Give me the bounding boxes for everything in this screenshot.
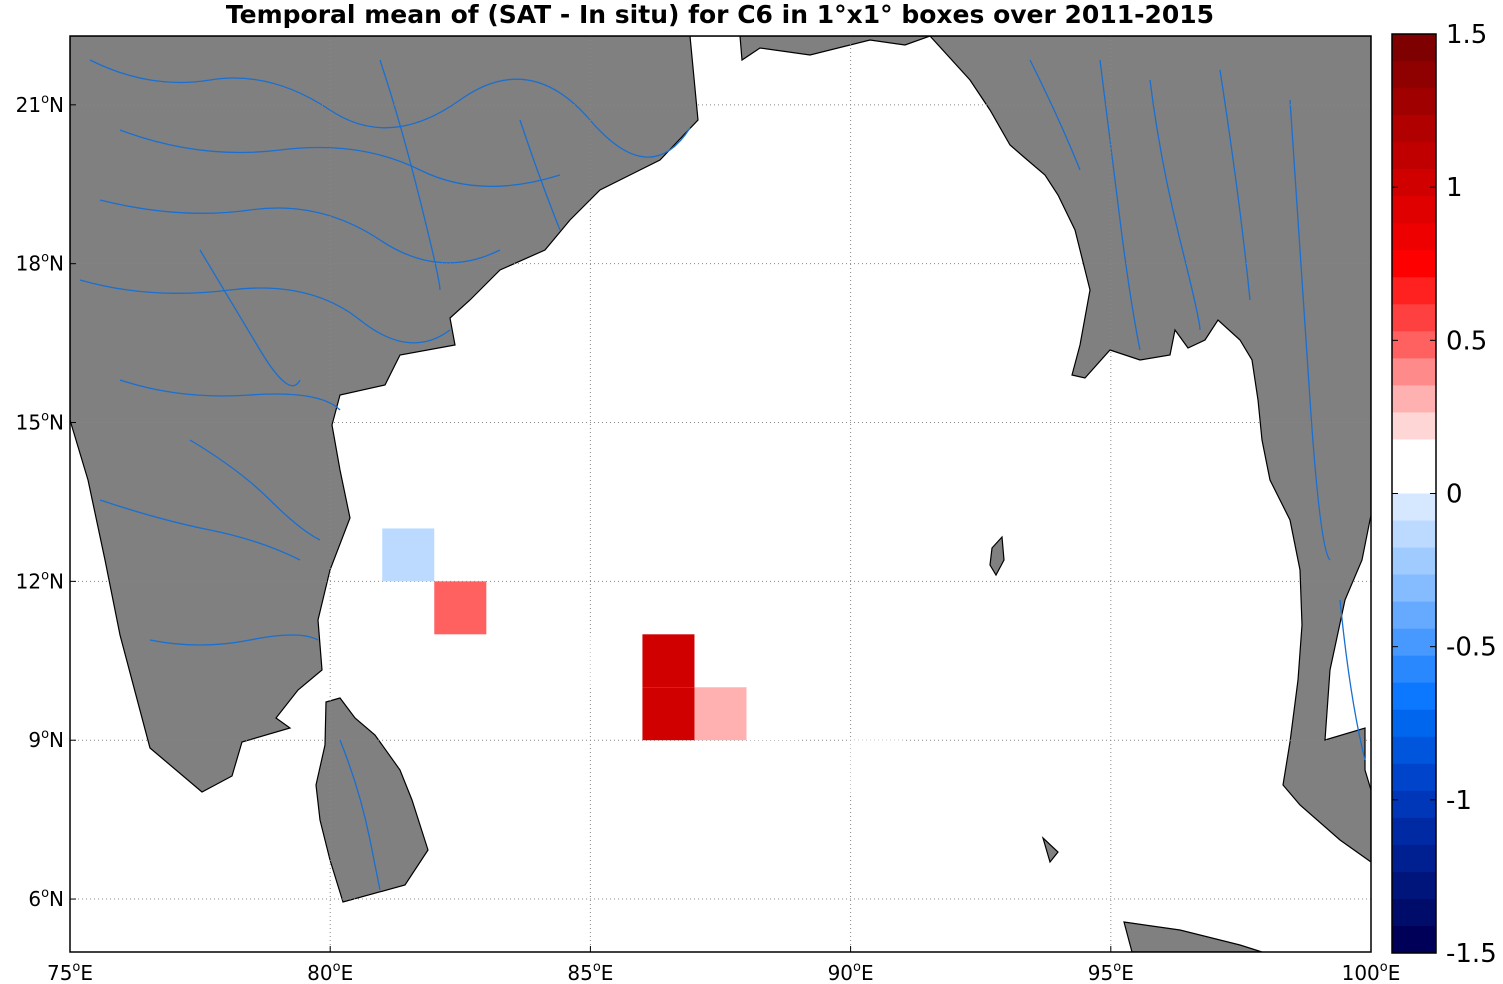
colorbar-swatch bbox=[1392, 817, 1436, 846]
colorbar-swatch bbox=[1392, 493, 1436, 522]
y-tick-label: 6oN bbox=[28, 886, 64, 911]
colorbar-swatch bbox=[1392, 169, 1436, 197]
colorbar-swatch bbox=[1392, 655, 1436, 684]
india-landmass bbox=[70, 36, 931, 793]
nicobar-island bbox=[1041, 836, 1059, 864]
x-axis: 75oE 80oE 85oE 90oE 95oE 100oE bbox=[47, 946, 1400, 984]
y-tick-label: 21oN bbox=[16, 92, 64, 117]
andaman-island bbox=[989, 535, 1005, 577]
heat-cell bbox=[850, 740, 903, 794]
colorbar-swatch bbox=[1392, 682, 1436, 711]
gridlines bbox=[70, 36, 1371, 952]
y-tick-label: 18oN bbox=[16, 251, 64, 276]
y-tick-label: 15oN bbox=[16, 410, 64, 435]
heat-cell bbox=[642, 634, 695, 688]
colorbar-swatch bbox=[1392, 871, 1436, 900]
x-tick-label: 75oE bbox=[47, 960, 93, 984]
data-cells bbox=[382, 528, 903, 794]
colorbar-swatch bbox=[1392, 925, 1436, 954]
colorbar-swatch bbox=[1392, 385, 1436, 413]
colorbar-swatch bbox=[1392, 277, 1436, 305]
colorbar-swatch bbox=[1392, 466, 1436, 494]
sumatra-landmass bbox=[1123, 921, 1263, 952]
colorbar-swatch bbox=[1392, 844, 1436, 873]
colorbar-swatch bbox=[1392, 115, 1436, 143]
colorbar-swatch bbox=[1392, 763, 1436, 792]
heat-cell bbox=[434, 581, 487, 635]
heat-cell bbox=[642, 687, 695, 741]
colorbar-tick-label: 1.5 bbox=[1446, 20, 1487, 50]
colorbar-swatch bbox=[1392, 34, 1436, 62]
colorbar-swatch bbox=[1392, 61, 1436, 89]
colorbar-swatch bbox=[1392, 601, 1436, 630]
y-axis: 6oN 9oN 12oN 15oN 18oN 21oN bbox=[16, 92, 76, 911]
colorbar-swatch bbox=[1392, 358, 1436, 386]
colorbar-tick-label: -1 bbox=[1446, 786, 1472, 816]
y-tick-label: 12oN bbox=[16, 568, 64, 593]
x-tick-label: 100oE bbox=[1342, 960, 1401, 984]
colorbar-swatch bbox=[1392, 223, 1436, 251]
colorbar-swatch bbox=[1392, 88, 1436, 116]
colorbar-swatch bbox=[1392, 331, 1436, 359]
heat-cell bbox=[694, 687, 747, 741]
x-tick-label: 95oE bbox=[1088, 960, 1134, 984]
colorbar-tick-label: 1 bbox=[1446, 173, 1463, 203]
colorbar-swatch bbox=[1392, 196, 1436, 224]
colorbar-swatch bbox=[1392, 628, 1436, 657]
colorbar-swatch bbox=[1392, 520, 1436, 549]
x-tick-label: 85oE bbox=[567, 960, 613, 984]
x-tick-label: 90oE bbox=[828, 960, 874, 984]
colorbar-swatch bbox=[1392, 547, 1436, 576]
myanmar-landmass bbox=[929, 36, 1371, 863]
heat-cell bbox=[590, 634, 643, 688]
map-area bbox=[70, 36, 1371, 952]
colorbar-swatch bbox=[1392, 790, 1436, 819]
colorbar-swatch bbox=[1392, 142, 1436, 170]
colorbar-swatch bbox=[1392, 304, 1436, 332]
colorbar-swatch bbox=[1392, 574, 1436, 603]
chart-title: Temporal mean of (SAT - In situ) for C6 … bbox=[225, 0, 1215, 29]
sri-lanka-landmass bbox=[315, 697, 429, 903]
plot-frame bbox=[69, 35, 1372, 953]
colorbar-swatch bbox=[1392, 412, 1436, 440]
colorbar-swatch bbox=[1392, 250, 1436, 278]
colorbar-swatch bbox=[1392, 439, 1436, 467]
colorbar-tick-label: -0.5 bbox=[1446, 633, 1497, 663]
y-tick-label: 9oN bbox=[28, 727, 64, 752]
colorbar-swatch bbox=[1392, 736, 1436, 765]
colorbar-tick-label: -1.5 bbox=[1446, 939, 1497, 969]
colorbar-ticks: 1.5 1 0.5 0 -0.5 -1 -1.5 bbox=[1392, 20, 1497, 969]
x-tick-label: 80oE bbox=[307, 960, 353, 984]
rivers-layer bbox=[79, 59, 1366, 891]
heat-cell bbox=[746, 687, 799, 741]
colorbar bbox=[1392, 34, 1436, 954]
colorbar-tick-label: 0 bbox=[1446, 480, 1463, 510]
heat-cell bbox=[382, 634, 435, 688]
colorbar-swatch bbox=[1392, 709, 1436, 738]
land-layer bbox=[70, 36, 1371, 952]
colorbar-swatch bbox=[1392, 898, 1436, 927]
colorbar-tick-label: 0.5 bbox=[1446, 326, 1487, 356]
heat-cell bbox=[382, 528, 435, 582]
